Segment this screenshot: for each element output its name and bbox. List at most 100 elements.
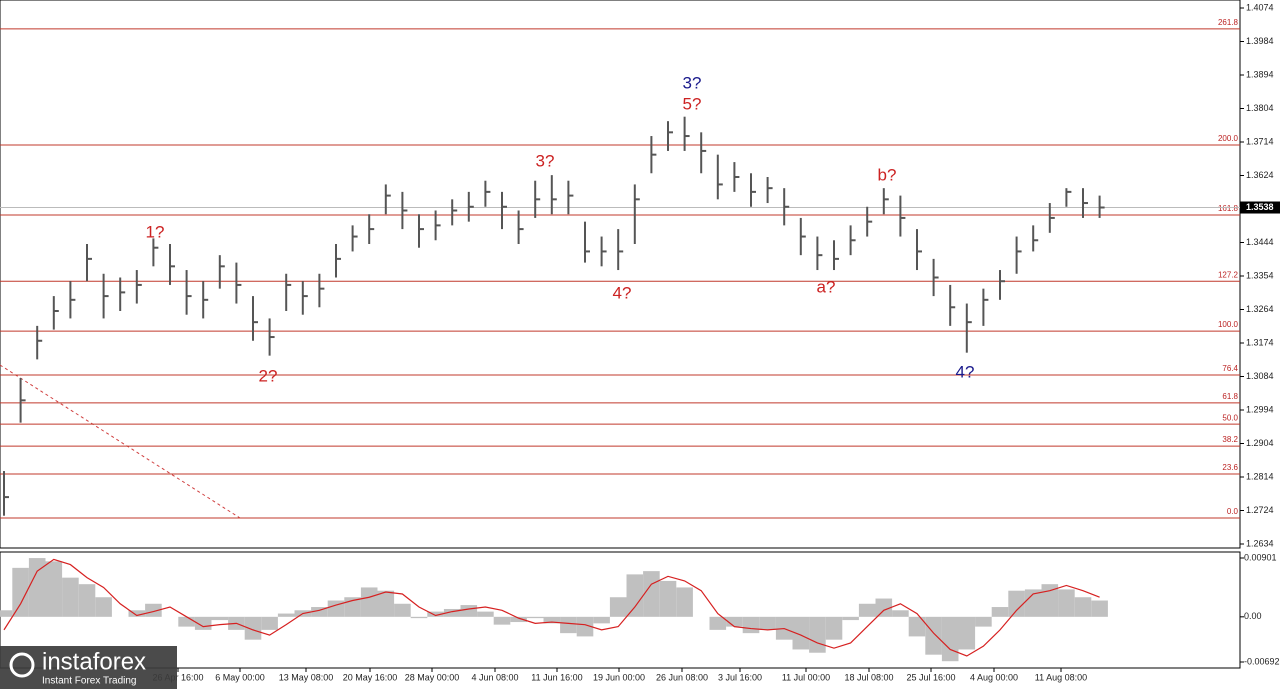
wave-label: 1? (146, 222, 165, 241)
y-tick-label: 1.2994 (1246, 404, 1274, 414)
y-tick-label: 1.3804 (1246, 103, 1274, 113)
fib-label: 61.8 (1222, 392, 1238, 401)
macd-bar (360, 587, 378, 617)
y-tick-label: 1.3714 (1246, 136, 1274, 146)
logo-box (0, 646, 177, 689)
fib-label: 127.2 (1218, 270, 1239, 279)
wave-label: 4? (956, 362, 975, 381)
macd-bar (609, 597, 627, 617)
brand-name: instaforex (42, 648, 146, 675)
macd-bar (742, 616, 760, 634)
fib-label: 261.8 (1218, 18, 1239, 27)
macd-bar (526, 616, 544, 619)
macd-bar (95, 597, 112, 617)
macd-bar (543, 616, 561, 624)
wave-label: 4? (613, 283, 632, 302)
macd-bar (1024, 589, 1042, 617)
macd-bar (145, 603, 162, 617)
wave-label: b? (878, 165, 897, 184)
x-tick-label: 18 Jul 08:00 (844, 672, 893, 682)
macd-bar (626, 574, 644, 617)
macd-bar (676, 587, 693, 617)
brand-tagline: Instant Forex Trading (42, 676, 137, 687)
macd-bar (975, 616, 992, 627)
macd-bar (892, 610, 909, 617)
macd-bar (1091, 600, 1108, 617)
macd-bar (560, 616, 577, 634)
x-tick-label: 6 May 00:00 (215, 672, 265, 682)
y-tick-label: 1.2814 (1246, 471, 1274, 481)
y-tick-label: 1.4074 (1246, 2, 1274, 12)
y-tick-label: 1.2634 (1246, 538, 1274, 548)
macd-bar (593, 616, 610, 624)
macd-bar (510, 616, 527, 623)
macd-bar (78, 584, 96, 617)
macd-bar (28, 558, 46, 617)
y-tick-label: -0.00692 (1244, 656, 1280, 666)
fib-label: 100.0 (1218, 320, 1239, 329)
macd-bar (493, 616, 511, 625)
price-panel (0, 0, 1241, 549)
fib-label: 200.0 (1218, 134, 1239, 143)
macd-bar (178, 616, 195, 627)
y-tick-label: 0.00901 (1244, 552, 1277, 562)
x-tick-label: 26 Jun 08:00 (656, 672, 708, 682)
x-tick-label: 25 Jul 16:00 (906, 672, 955, 682)
macd-bar (908, 616, 926, 637)
fib-label: 23.6 (1222, 463, 1238, 472)
x-tick-label: 11 Jul 00:00 (782, 672, 830, 682)
wave-label: 5? (683, 94, 702, 113)
macd-bar (311, 607, 328, 617)
macd-bar (1058, 589, 1075, 617)
macd-bar (377, 590, 395, 617)
macd-bar (244, 616, 262, 640)
macd-bar (62, 577, 79, 617)
macd-bar (709, 616, 727, 630)
x-tick-label: 3 Jul 16:00 (718, 672, 762, 682)
y-tick-label: 1.3984 (1246, 36, 1274, 46)
macd-bar (875, 598, 893, 617)
x-tick-label: 11 Jun 16:00 (531, 672, 582, 682)
macd-bar (327, 600, 345, 617)
wave-label: a? (817, 277, 836, 296)
y-tick-label: 1.3444 (1246, 237, 1274, 247)
y-tick-label: 1.3354 (1246, 270, 1274, 280)
y-tick-label: 1.2724 (1246, 505, 1274, 515)
logo-icon (9, 652, 35, 678)
current-price-label: 1.3538 (1246, 202, 1274, 212)
y-tick-label: 0.00 (1244, 611, 1262, 621)
macd-bar (1008, 590, 1025, 617)
fib-label: 76.4 (1222, 364, 1238, 373)
macd-bar (809, 616, 826, 653)
macd-bar (0, 610, 13, 617)
fib-label: 50.0 (1222, 413, 1238, 422)
signal-line (3, 558, 1100, 657)
x-tick-label: 4 Jun 08:00 (471, 672, 518, 682)
macd-bar (842, 616, 859, 621)
x-tick-label: 20 May 16:00 (343, 672, 398, 682)
x-tick-label: 19 Jun 00:00 (593, 672, 645, 682)
macd-bar (825, 616, 843, 640)
macd-bar (410, 616, 428, 619)
macd-bar (128, 610, 146, 617)
macd-bar (45, 561, 63, 617)
wave-label: 2? (259, 366, 278, 385)
macd-bar (394, 603, 411, 617)
macd-bar (427, 611, 444, 617)
macd-bar (759, 616, 776, 630)
macd-bar (1074, 597, 1092, 617)
x-tick-label: 26 Apr 16:00 (152, 672, 203, 682)
x-tick-label: 28 May 00:00 (405, 672, 460, 682)
macd-bar (643, 571, 660, 617)
macd-bar (12, 567, 29, 617)
macd-bar (211, 616, 229, 621)
current-price-box (1240, 201, 1280, 214)
macd-bar (1041, 584, 1059, 617)
y-tick-label: 1.3264 (1246, 304, 1274, 314)
macd-bar (261, 616, 278, 630)
macd-bar (941, 616, 959, 662)
y-tick-label: 1.3084 (1246, 371, 1274, 381)
macd-bar (277, 613, 295, 617)
macd-bar (576, 616, 594, 637)
fib-label: 0.0 (1227, 507, 1239, 516)
